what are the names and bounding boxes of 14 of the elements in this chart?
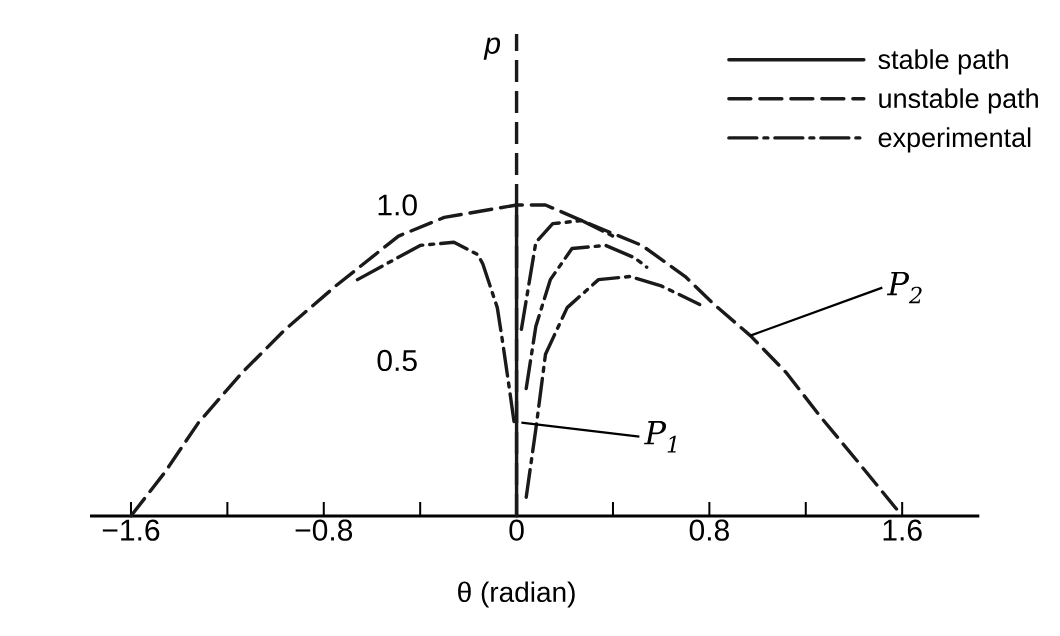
x-tick-label: 1.6	[883, 519, 922, 541]
legend-label: stable path	[878, 49, 1008, 75]
legend-label: experimental	[878, 127, 1031, 153]
y-tick-label: 1.0	[378, 194, 417, 216]
x-axis-title: θ (radian)	[458, 581, 575, 608]
annotation: P$_{1}$	[644, 421, 676, 453]
x-tick-label: −0.8	[295, 519, 353, 541]
x-tick-label: 0.8	[689, 519, 729, 541]
y-tick-label: 0.5	[377, 349, 417, 372]
x-tick-label: −1.6	[102, 519, 160, 541]
y-axis-title: p	[483, 37, 501, 60]
annotation: P$_{2}$	[886, 271, 922, 304]
legend-label: unstable path	[879, 88, 1038, 114]
x-tick-label: 0	[509, 519, 524, 541]
